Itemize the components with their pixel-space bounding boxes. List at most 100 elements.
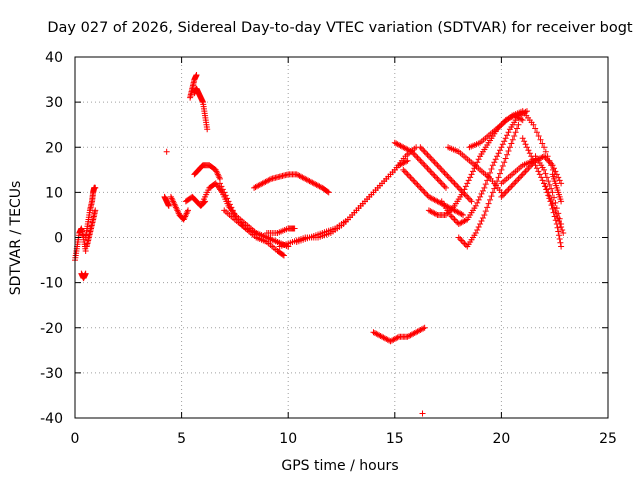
series-arc-j (191, 162, 223, 182)
data-point (505, 129, 512, 136)
data-point (539, 177, 546, 184)
data-point (505, 186, 512, 193)
data-point (423, 150, 430, 157)
data-point (542, 170, 549, 177)
data-point (193, 72, 200, 79)
series-arc-b (78, 270, 89, 282)
data-point (460, 211, 467, 218)
data-point (394, 334, 401, 341)
data-point (92, 207, 99, 214)
data-point (501, 138, 508, 145)
data-point (165, 202, 172, 209)
data-point (218, 183, 225, 190)
data-point (533, 165, 540, 172)
data-point (498, 193, 505, 200)
data-point (464, 193, 471, 200)
data-point (458, 237, 465, 244)
data-point (428, 169, 435, 176)
data-point (222, 192, 229, 199)
data-point (433, 211, 440, 218)
data-point (539, 154, 546, 161)
data-point (474, 226, 481, 233)
data-point (462, 192, 469, 199)
series-arc-e (161, 193, 172, 209)
data-point (448, 177, 455, 184)
data-point (530, 157, 537, 164)
x-axis-label: GPS time / hours (281, 458, 398, 474)
data-point (521, 138, 528, 145)
data-point (544, 189, 551, 196)
data-point (224, 195, 231, 202)
data-point (519, 171, 526, 178)
data-point (551, 213, 558, 220)
data-point (163, 148, 170, 155)
data-point (420, 325, 427, 332)
data-point (546, 181, 553, 188)
data-point (538, 174, 545, 181)
data-point (504, 132, 511, 139)
y-tick-label: 20 (45, 140, 63, 156)
data-point (526, 150, 533, 157)
data-point (430, 171, 437, 178)
data-point (461, 240, 468, 247)
data-point (479, 187, 486, 194)
data-point (556, 215, 563, 222)
data-point (431, 172, 438, 179)
data-point (468, 171, 475, 178)
axis-ticks: 0 5 10 15 20 25 -40 -30 -20 -10 0 10 20 30 40 (40, 50, 617, 447)
series-arc-f (167, 193, 191, 223)
data-point (548, 202, 555, 209)
data-point (552, 168, 559, 175)
series-arc-m (221, 207, 287, 259)
data-point (457, 236, 464, 243)
data-point (423, 190, 430, 197)
data-point (533, 129, 540, 136)
data-point (546, 159, 553, 166)
data-point (418, 159, 425, 166)
data-point (460, 239, 467, 246)
data-point (496, 170, 503, 177)
data-point (539, 140, 546, 147)
data-point (482, 181, 489, 188)
series-arc-c (82, 184, 99, 241)
data-point (417, 184, 424, 191)
data-point (508, 183, 515, 190)
data-point (509, 136, 516, 143)
data-point (403, 158, 410, 165)
data-point (441, 169, 448, 176)
series-arc-w (438, 108, 530, 227)
y-tick-label: -30 (40, 366, 63, 382)
data-point (512, 129, 519, 136)
data-point (219, 186, 226, 193)
data-point (532, 125, 539, 132)
data-point (433, 160, 440, 167)
data-point (522, 141, 529, 148)
data-point (461, 186, 468, 193)
data-point (448, 213, 455, 220)
data-point (499, 163, 506, 170)
data-point (552, 199, 559, 206)
data-point (523, 144, 530, 151)
grid-lines (75, 57, 608, 418)
data-point (414, 154, 421, 161)
data-point (557, 239, 564, 246)
data-point (403, 169, 410, 176)
data-point (515, 175, 522, 182)
data-point (400, 166, 407, 173)
data-point (434, 175, 441, 182)
data-point (489, 162, 496, 169)
data-point (478, 217, 485, 224)
data-point (420, 187, 427, 194)
data-point (519, 117, 526, 124)
data-point (550, 165, 557, 172)
data-point (226, 201, 233, 208)
data-point (501, 190, 508, 197)
data-point (502, 135, 509, 142)
data-point (423, 163, 430, 170)
data-point (451, 180, 458, 187)
data-point (228, 204, 235, 211)
data-point (427, 154, 434, 161)
data-point (511, 180, 518, 187)
data-point (410, 177, 417, 184)
data-point (499, 141, 506, 148)
